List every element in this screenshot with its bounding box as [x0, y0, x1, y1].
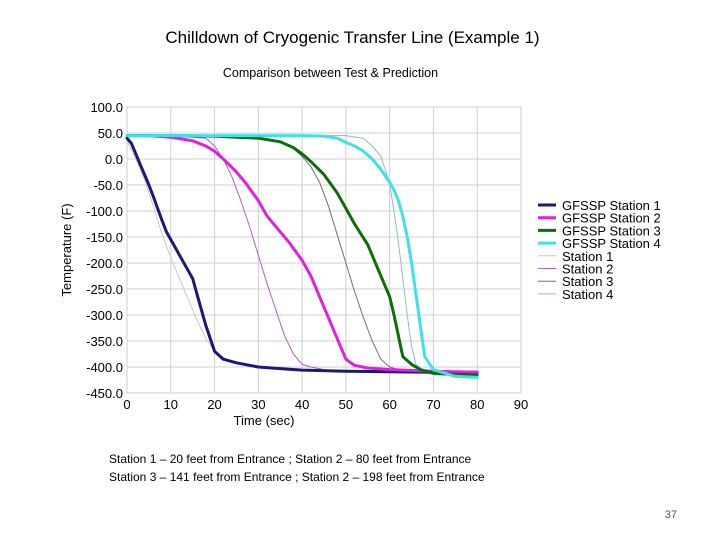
- x-axis-label: Time (sec): [234, 413, 295, 428]
- slide-title: Chilldown of Cryogenic Transfer Line (Ex…: [165, 28, 540, 47]
- x-tick-label: 0: [123, 397, 130, 412]
- chart-series: [125, 134, 479, 379]
- x-tick-label: 30: [251, 397, 265, 412]
- caption-line-1: Station 1 – 20 feet from Entrance ; Stat…: [109, 452, 472, 466]
- x-tick-label: 40: [295, 397, 309, 412]
- y-tick-label: -250.0: [86, 282, 123, 297]
- y-tick-label: -400.0: [86, 360, 123, 375]
- legend-label: GFSSP Station 1: [562, 198, 661, 213]
- series-line-gfssp-station-4: [125, 134, 479, 379]
- y-tick-label: 50.0: [98, 126, 123, 141]
- legend-label: Station 1: [562, 249, 613, 264]
- plot-area: [126, 106, 522, 394]
- x-tick-label: 90: [514, 397, 528, 412]
- y-tick-label: 0.0: [105, 152, 123, 167]
- chart-grid: [126, 106, 522, 394]
- y-tick-label: 100.0: [90, 100, 123, 115]
- legend-label: GFSSP Station 2: [562, 211, 661, 226]
- y-tick-label: -100.0: [86, 204, 123, 219]
- y-tick-label: -300.0: [86, 308, 123, 323]
- y-tick-label: -350.0: [86, 334, 123, 349]
- series-line-gfssp-station-3: [125, 134, 479, 377]
- y-axis-label: Temperature (F): [59, 203, 74, 296]
- page-number: 37: [664, 509, 677, 521]
- temperature-chart: 100.0 50.0 0.0 -50.0 -100.0 -150.0 -200.0 -250.…: [59, 100, 661, 428]
- chart-subtitle: Comparison between Test & Prediction: [222, 66, 439, 80]
- series-line-gfssp-station-2: [125, 134, 479, 374]
- y-tick-label: -200.0: [86, 256, 123, 271]
- legend-label: GFSSP Station 4: [562, 236, 661, 251]
- y-tick-label: -450.0: [86, 386, 123, 401]
- legend-label: Station 4: [562, 287, 613, 302]
- legend-label: Station 2: [562, 262, 613, 277]
- x-tick-label: 10: [164, 397, 178, 412]
- y-tick-label: -150.0: [86, 230, 123, 245]
- y-tick-label: -50.0: [93, 178, 123, 193]
- x-tick-label: 70: [426, 397, 440, 412]
- series-line-gfssp-station-1: [125, 136, 479, 374]
- chart-axes: 100.0 50.0 0.0 -50.0 -100.0 -150.0 -200.0 -250.…: [59, 100, 528, 428]
- x-tick-label: 20: [207, 397, 221, 412]
- x-tick-label: 50: [339, 397, 353, 412]
- x-tick-label: 60: [382, 397, 396, 412]
- legend-label: Station 3: [562, 274, 613, 289]
- x-tick-label: 80: [470, 397, 484, 412]
- legend-label: GFSSP Station 3: [562, 223, 661, 238]
- caption-line-2: Station 3 – 141 feet from Entrance ; Sta…: [109, 470, 485, 484]
